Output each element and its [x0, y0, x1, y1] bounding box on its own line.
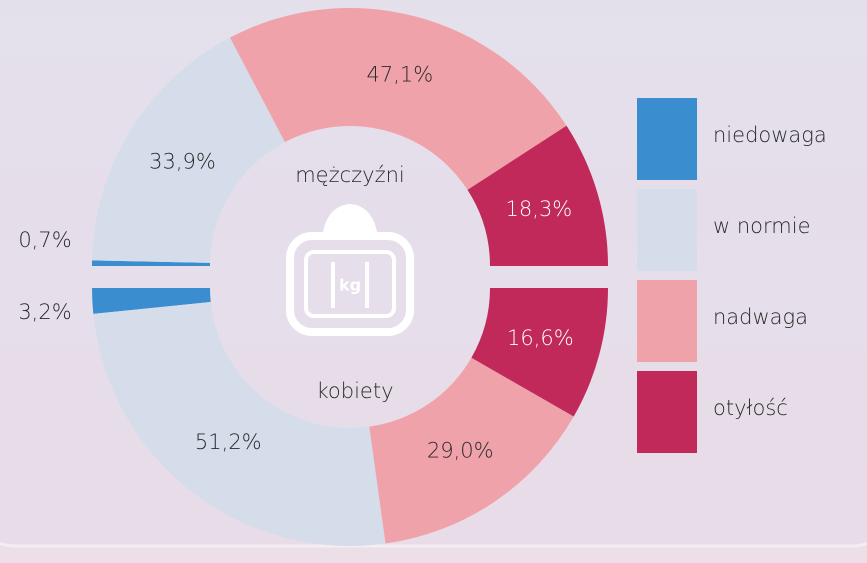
legend-swatch [637, 189, 697, 271]
slice [471, 288, 608, 417]
slice [92, 288, 211, 314]
legend-label: otyłość [713, 396, 788, 420]
slice [92, 260, 211, 266]
legend-label: niedowaga [713, 123, 827, 147]
legend-label: w normie [713, 214, 810, 238]
value-label: 51,2% [195, 430, 262, 454]
value-label: 29,0% [427, 438, 494, 462]
slice [467, 125, 608, 266]
slice [229, 7, 567, 190]
slice [369, 357, 574, 544]
series-label: mężczyźni [295, 163, 405, 187]
icon-label: kg [339, 276, 361, 295]
value-label: 33,9% [149, 149, 216, 173]
legend-swatch [637, 371, 697, 453]
legend-swatch [637, 98, 697, 180]
value-label: 16,6% [507, 326, 574, 350]
slice [92, 37, 285, 263]
value-label: 47,1% [367, 62, 434, 86]
value-label: 0,7% [18, 228, 71, 252]
scale-icon [286, 204, 414, 336]
value-label: 18,3% [506, 197, 573, 221]
slice [93, 302, 386, 547]
legend-label: nadwaga [713, 305, 808, 329]
value-label: 3,2% [18, 300, 71, 324]
legend-swatch [637, 280, 697, 362]
series-label: kobiety [316, 379, 393, 403]
